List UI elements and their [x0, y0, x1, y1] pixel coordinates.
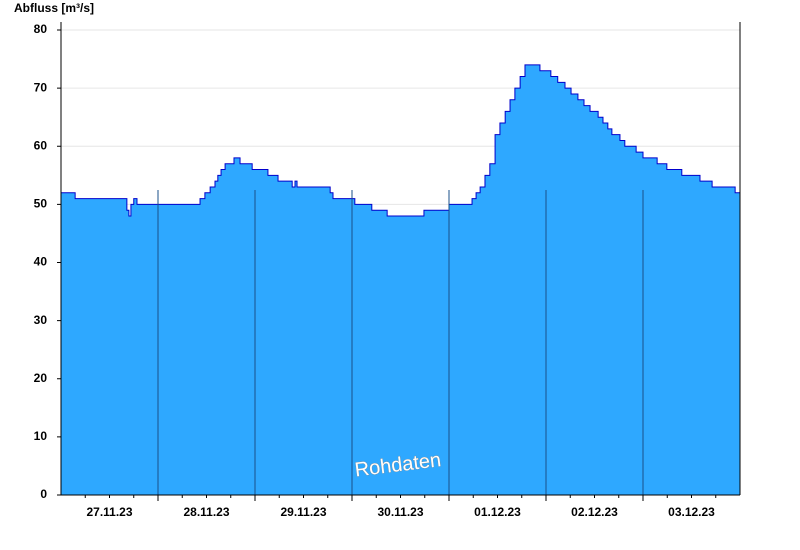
y-tick-label: 30 [34, 313, 48, 327]
y-tick-label: 20 [34, 371, 48, 385]
y-tick-label: 70 [34, 80, 48, 94]
x-tick-label: 29.11.23 [280, 505, 326, 519]
area [61, 64, 740, 495]
x-tick-label: 27.11.23 [86, 505, 132, 519]
y-tick-label: 0 [40, 487, 47, 501]
x-tick-label: 30.11.23 [377, 505, 423, 519]
y-axis-label: Abfluss [m³/s] [14, 1, 94, 15]
x-tick-label: 03.12.23 [668, 505, 715, 519]
x-tick-label: 02.12.23 [571, 505, 618, 519]
y-tick-label: 80 [34, 22, 48, 36]
y-tick-label: 10 [34, 429, 48, 443]
line [61, 64, 740, 217]
y-tick-label: 50 [34, 197, 48, 211]
x-tick-label: 01.12.23 [474, 505, 521, 519]
y-tick-label: 60 [34, 138, 48, 152]
x-tick-label: 28.11.23 [183, 505, 229, 519]
y-tick-label: 40 [34, 255, 48, 269]
